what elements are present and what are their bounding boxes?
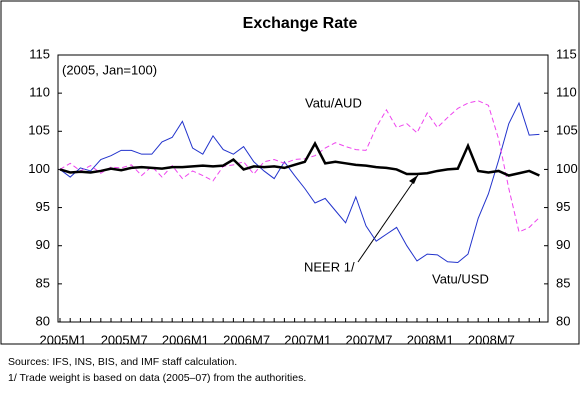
y-tick-label: 105 [28, 123, 50, 138]
x-tick-label: 2006M7 [223, 332, 270, 347]
subtitle: (2005, Jan=100) [62, 62, 157, 77]
plot-area [57, 54, 549, 323]
y2-tick-label: 95 [556, 199, 570, 214]
chart-title: Exchange Rate [243, 15, 358, 32]
series-label: NEER 1/ [304, 259, 355, 274]
series-line [59, 101, 540, 264]
x-tick-label: 2008M1 [407, 332, 454, 347]
x-tick-label: 2007M7 [346, 332, 393, 347]
y2-tick-label: 105 [556, 123, 578, 138]
x-tick-label: 2005M1 [40, 332, 87, 347]
series-line [59, 140, 540, 177]
y2-tick-label: 90 [556, 237, 570, 252]
x-tick-label: 2005M7 [101, 332, 148, 347]
y2-tick-label: 115 [556, 46, 577, 61]
y-tick-label: 115 [29, 46, 50, 61]
y-tick-label: 100 [28, 161, 50, 176]
y-tick-label: 110 [29, 85, 50, 100]
y2-tick-label: 100 [556, 161, 578, 176]
x-tick-label: 2008M7 [468, 332, 515, 347]
y-tick-label: 95 [36, 199, 50, 214]
footnote: 1/ Trade weight is based on data (2005–0… [8, 372, 306, 384]
y-tick-label: 80 [36, 313, 50, 328]
series-label: Vatu/AUD [305, 95, 362, 110]
chart-frame [0, 0, 580, 345]
series-line [59, 100, 540, 233]
x-tick-label: 2006M1 [162, 332, 209, 347]
series-label: Vatu/USD [432, 271, 489, 286]
y-tick-label: 85 [36, 275, 50, 290]
y2-tick-label: 110 [556, 85, 577, 100]
y-tick-label: 90 [36, 237, 50, 252]
arrow-head [409, 175, 418, 184]
y2-tick-label: 85 [556, 275, 570, 290]
x-tick-label: 2007M1 [284, 332, 331, 347]
source-note: Sources: IFS, INS, BIS, and IMF staff ca… [8, 356, 237, 368]
y2-tick-label: 80 [556, 313, 570, 328]
annotation-arrow [357, 174, 419, 263]
